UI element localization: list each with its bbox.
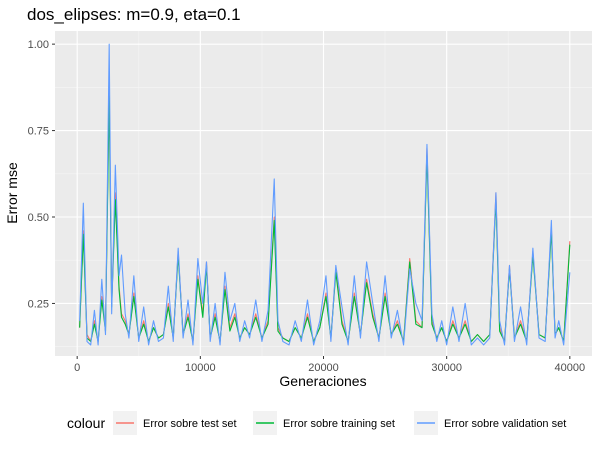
legend: colour Error sobre test set Error sobre … [67, 411, 566, 435]
y-tick-label: 0.25 [28, 298, 49, 310]
series-lines [79, 43, 571, 346]
x-tick-label: 0 [74, 362, 80, 374]
y-axis-title: Error mse [4, 162, 20, 224]
y-tick-label: 0.50 [28, 212, 49, 224]
legend-label-training: Error sobre training set [283, 418, 395, 430]
series-line-2 [79, 43, 571, 346]
y-tick-label: 0.75 [28, 126, 49, 138]
x-tick-label: 40000 [555, 362, 586, 374]
legend-label-test: Error sobre test set [143, 418, 237, 430]
legend-title: colour [67, 415, 105, 431]
x-tick-label: 30000 [431, 362, 462, 374]
x-axis-ticks: 0 10000 20000 30000 40000 [74, 356, 585, 374]
x-tick-label: 20000 [308, 362, 339, 374]
y-tick-label: 1.00 [28, 39, 49, 51]
chart-title: dos_elipses: m=0.9, eta=0.1 [27, 5, 241, 24]
grid-major [55, 31, 592, 356]
x-tick-label: 10000 [185, 362, 216, 374]
y-axis-ticks: 0.25 0.50 0.75 1.00 [28, 39, 55, 310]
x-axis-title: Generaciones [279, 373, 366, 389]
legend-label-validation: Error sobre validation set [444, 418, 566, 430]
